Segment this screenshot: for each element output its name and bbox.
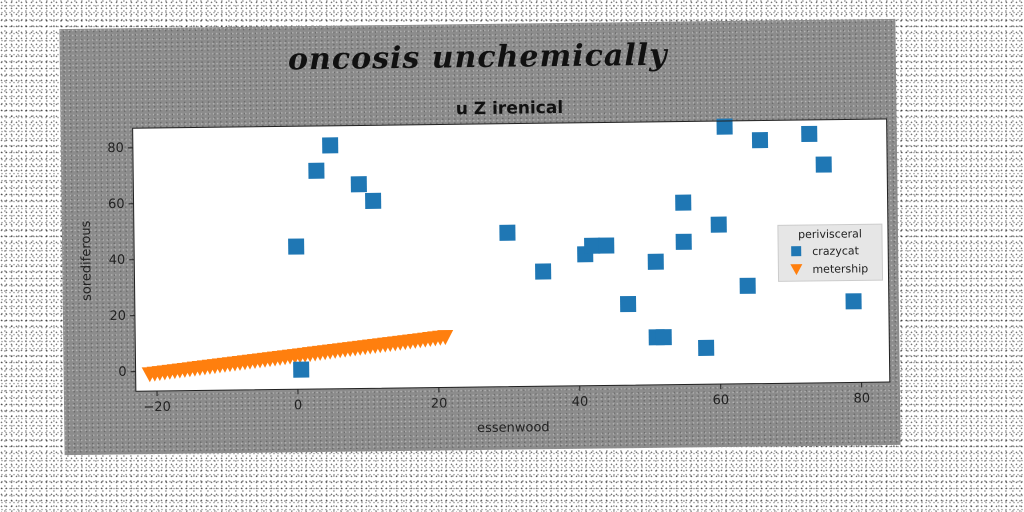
crazycat-point (801, 125, 818, 143)
plot-frame (132, 118, 891, 392)
crazycat-point (322, 137, 339, 154)
crazycat-point (535, 263, 552, 280)
legend-title: perivisceral (798, 227, 862, 241)
x-tick-label: 60 (713, 393, 730, 408)
chart-title: u Z irenical (456, 98, 564, 119)
y-tick-label: 20 (109, 309, 126, 324)
crazycat-point (620, 295, 637, 313)
legend-marker-metership (790, 264, 803, 276)
y-tick-label: 60 (108, 197, 125, 212)
crazycat-point (288, 238, 305, 255)
crazycat-point (751, 132, 769, 149)
crazycat-point (710, 216, 727, 233)
figure-canvas: oncosis unchemically u Z irenical −20 0 20… (59, 18, 901, 456)
x-tick-label: 80 (853, 391, 870, 406)
crazycat-point (655, 329, 672, 346)
legend-label-crazycat: crazycat (812, 244, 860, 258)
legend: perivisceral crazycat metership (777, 223, 884, 282)
crazycat-point (815, 156, 832, 173)
crazycat-point (739, 277, 756, 294)
y-tick-label: 40 (109, 253, 126, 268)
crazycat-point (293, 361, 310, 378)
crazycat-point (350, 176, 367, 193)
x-tick-label: 20 (431, 396, 448, 411)
x-tick-label: 0 (294, 398, 302, 413)
crazycat-point (675, 194, 692, 211)
y-tick-label: 80 (107, 141, 124, 156)
plot-area (132, 119, 890, 392)
legend-box (777, 223, 884, 282)
crazycat-point (647, 253, 664, 270)
x-tick-label: 40 (572, 395, 589, 410)
x-tick-label: −20 (143, 400, 171, 415)
scatter-chart: u Z irenical −20 0 20 40 60 80 0 20 40 60 80 essen… (79, 98, 891, 436)
y-axis-label: sorediferous (79, 220, 95, 301)
legend-marker-crazycat (791, 246, 802, 257)
crazycat-point (675, 233, 692, 250)
y-tick-label: 0 (118, 365, 126, 380)
legend-label-metership: metership (812, 262, 868, 276)
crazycat-point (845, 293, 862, 310)
crazycat-point (499, 224, 516, 241)
crazycat-point (698, 339, 715, 356)
crazycat-point (308, 162, 325, 179)
crazycat-point (716, 118, 733, 135)
x-axis-label: essenwood (477, 420, 550, 436)
crazycat-point (598, 237, 615, 254)
crazycat-point (584, 237, 601, 254)
metership-point (437, 329, 454, 346)
crazycat-point (365, 192, 382, 209)
